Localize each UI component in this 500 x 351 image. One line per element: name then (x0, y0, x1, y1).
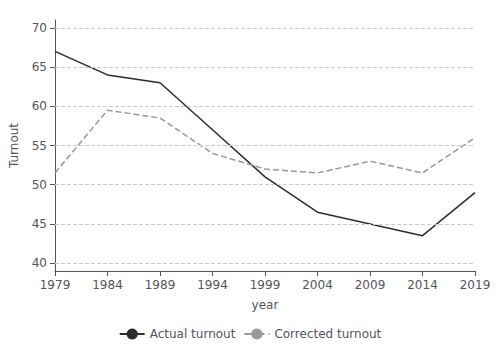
svg-text:60: 60 (32, 99, 47, 113)
svg-text:year: year (252, 298, 279, 312)
svg-text:Corrected turnout: Corrected turnout (274, 327, 381, 341)
svg-text:1999: 1999 (250, 278, 281, 292)
svg-text:Actual turnout: Actual turnout (150, 327, 236, 341)
svg-text:45: 45 (32, 217, 47, 231)
svg-text:1994: 1994 (197, 278, 228, 292)
svg-text:2014: 2014 (407, 278, 438, 292)
svg-text:1989: 1989 (145, 278, 176, 292)
svg-text:2004: 2004 (302, 278, 333, 292)
svg-text:2019: 2019 (460, 278, 491, 292)
svg-text:1984: 1984 (92, 278, 123, 292)
svg-text:70: 70 (32, 21, 47, 35)
svg-text:40: 40 (32, 256, 47, 270)
svg-text:65: 65 (32, 60, 47, 74)
svg-text:2009: 2009 (355, 278, 386, 292)
svg-text:55: 55 (32, 139, 47, 153)
svg-text:Turnout: Turnout (7, 123, 21, 169)
svg-text:1979: 1979 (40, 278, 71, 292)
svg-text:50: 50 (32, 178, 47, 192)
